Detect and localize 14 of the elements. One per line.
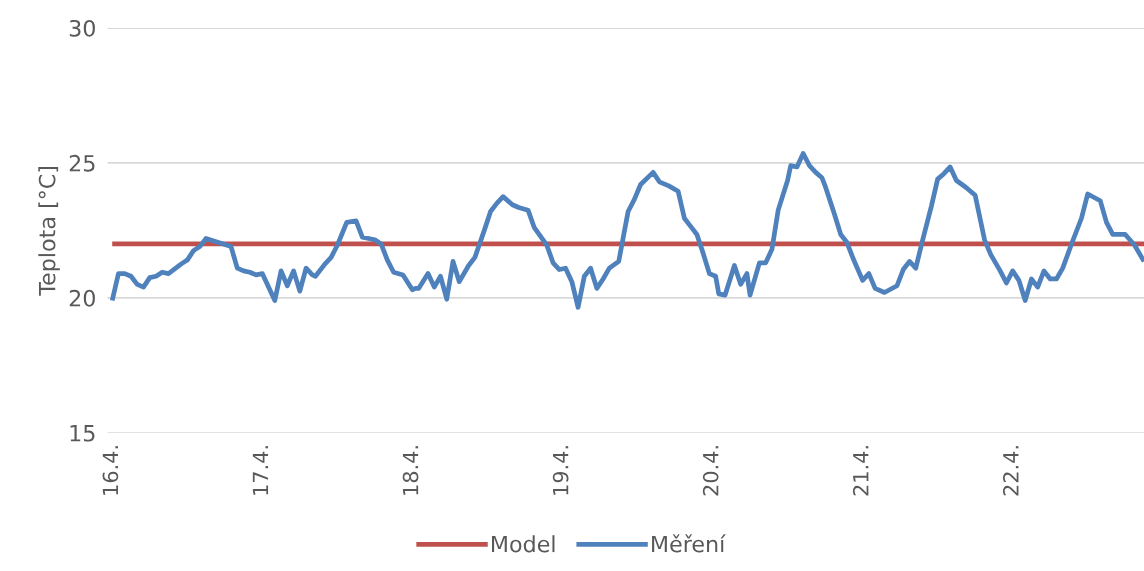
x-tick-label: 20.4. — [702, 446, 719, 496]
x-tick-label: 21.4. — [852, 446, 869, 496]
y-axis-title: Teplota [°C] — [38, 166, 60, 296]
legend-label: Měření — [652, 534, 726, 553]
y-tick-label: 30 — [69, 19, 95, 37]
x-tick-label: 19.4. — [552, 446, 569, 495]
x-tick-label: 16.4. — [102, 446, 119, 495]
y-tick-label: 15 — [70, 425, 95, 442]
x-tick-label: 22.4. — [1002, 446, 1019, 496]
y-tick-label: 20 — [69, 289, 95, 307]
x-tick-label: 18.4. — [402, 446, 419, 495]
legend-label: Model — [492, 535, 555, 553]
y-tick-label: 25 — [69, 154, 95, 172]
x-tick-label: 17.4. — [252, 446, 269, 495]
